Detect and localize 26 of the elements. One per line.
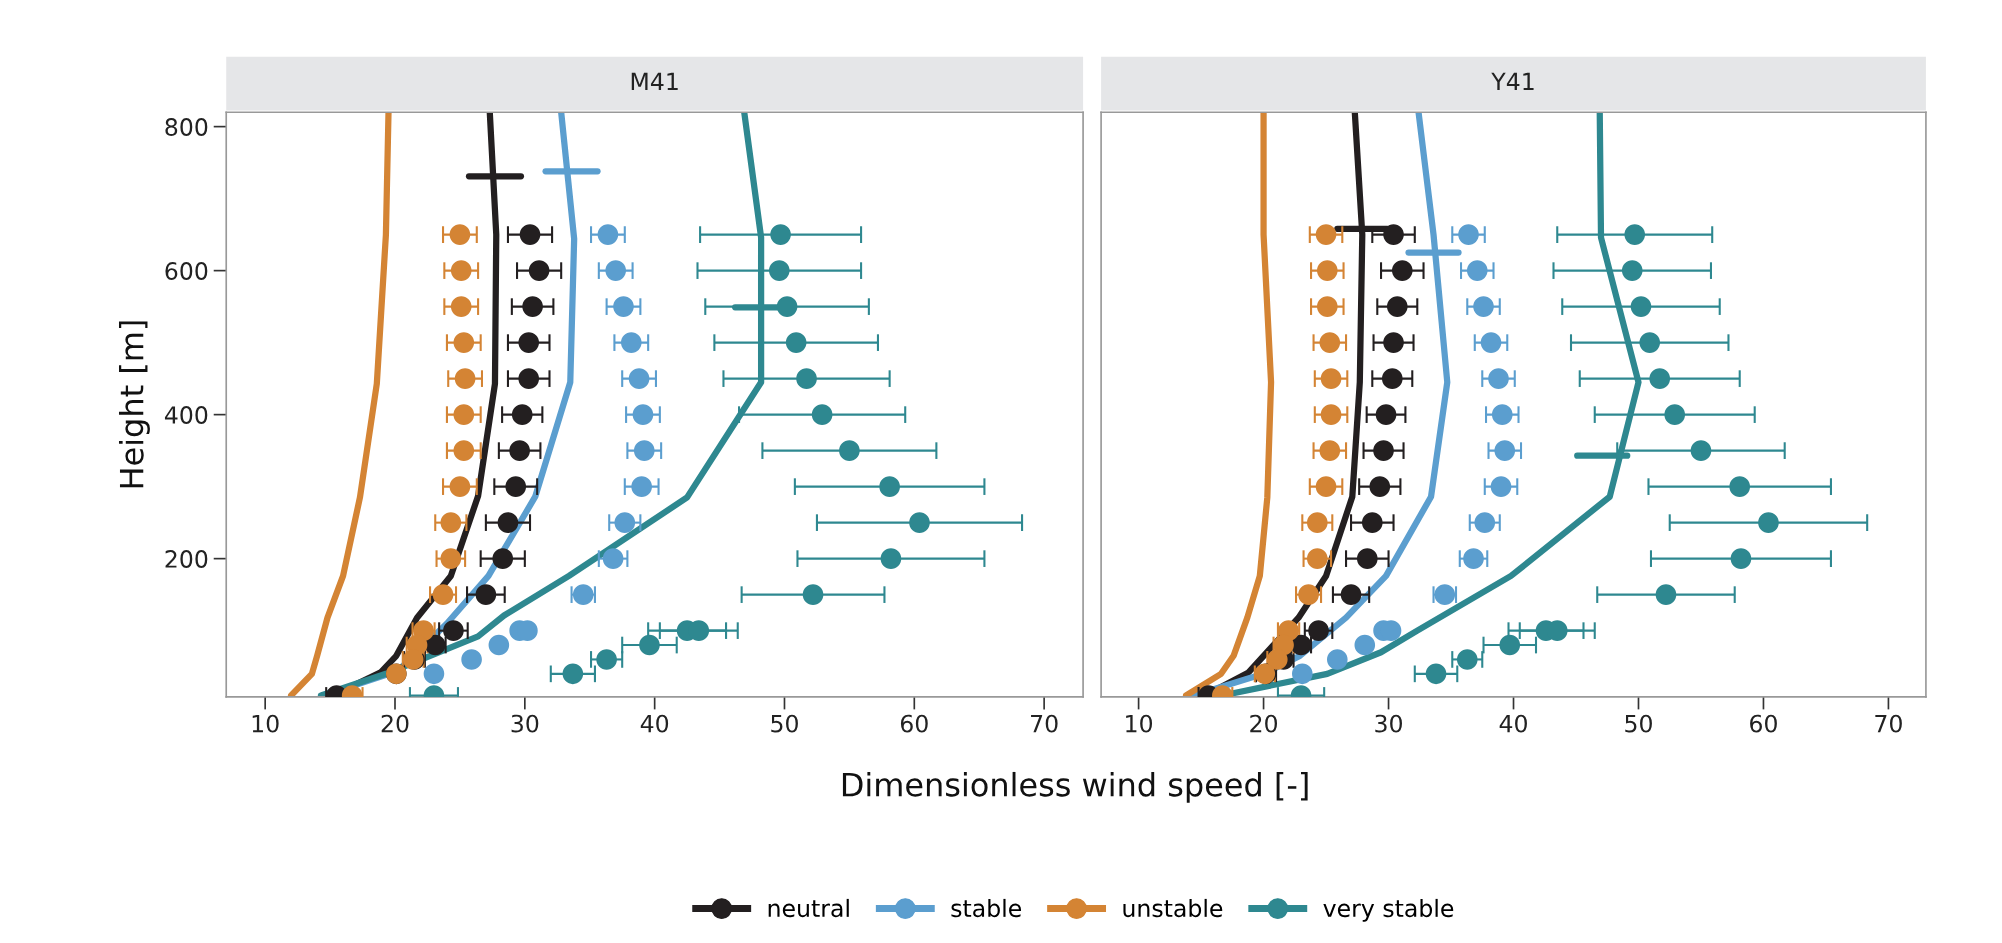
y-tick-label: 800 <box>165 118 208 136</box>
x-tick-label: 40 <box>640 714 669 733</box>
x-tick-label: 10 <box>252 714 279 733</box>
x-tick-label: 60 <box>900 714 928 733</box>
chart-title: Y41 <box>1491 72 1534 91</box>
chart-title: M41 <box>631 72 678 91</box>
x-tick-label: 10 <box>1126 714 1153 733</box>
legend-label: unstable <box>1123 898 1223 918</box>
x-tick-label: 50 <box>1625 714 1652 733</box>
x-tick-label: 60 <box>1750 714 1777 733</box>
legend-label: neutral <box>768 898 849 918</box>
y-tick-label: 600 <box>165 262 208 280</box>
x-tick-label: 70 <box>1031 714 1058 733</box>
x-tick-label: 20 <box>381 714 409 733</box>
y-tick-label: 400 <box>164 406 208 424</box>
x-axis-title: Dimensionless wind speed [-] <box>842 771 1308 803</box>
x-tick-label: 50 <box>771 714 798 733</box>
x-tick-label: 70 <box>1875 714 1902 733</box>
x-tick-label: 20 <box>1250 714 1278 733</box>
y-tick-label: 200 <box>165 550 208 568</box>
x-tick-label: 30 <box>1375 714 1402 733</box>
y-axis-title: Height [m] <box>118 321 150 488</box>
x-tick-label: 30 <box>511 714 539 733</box>
x-tick-label: 40 <box>1499 714 1527 733</box>
legend-label: very stable <box>1323 898 1454 922</box>
legend-label: stable <box>951 898 1022 918</box>
